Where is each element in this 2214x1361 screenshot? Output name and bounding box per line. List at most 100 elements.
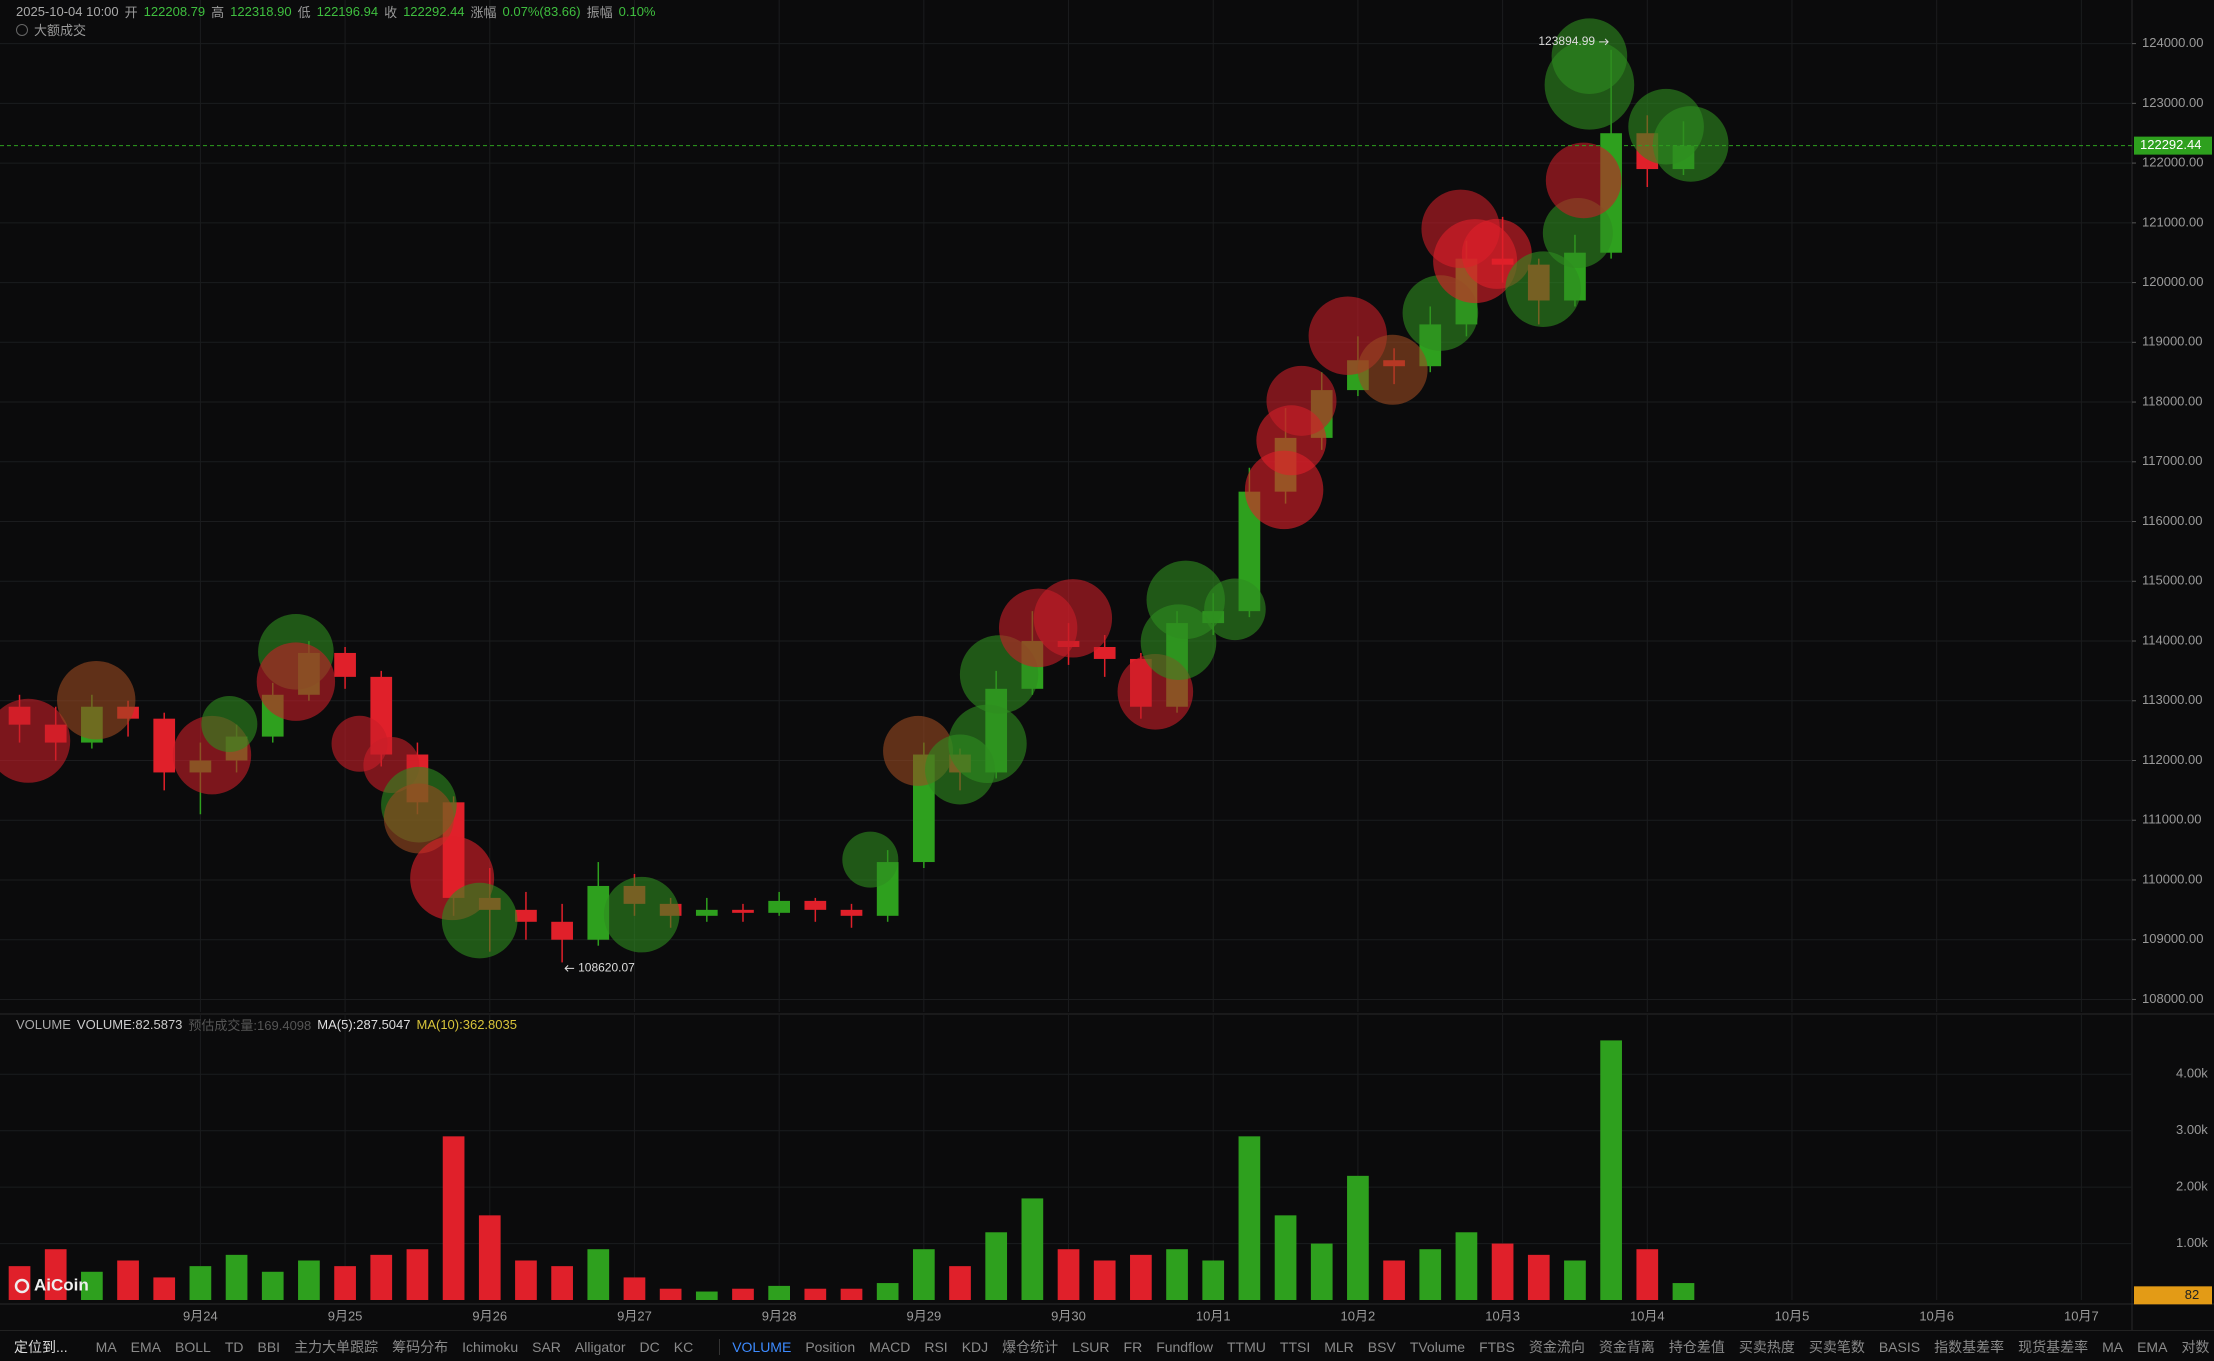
indicator-tab[interactable]: 筹码分布 xyxy=(392,1338,449,1355)
volume-bar xyxy=(1310,1243,1333,1300)
axis-panel xyxy=(2132,0,2214,1330)
y-tick-label: 112000.00 xyxy=(2142,752,2203,767)
indicator-tab[interactable]: KC xyxy=(673,1338,694,1355)
header-value: 0.10% xyxy=(618,4,656,19)
x-tick-label: 9月28 xyxy=(762,1308,797,1323)
y-tick-label: 111000.00 xyxy=(2142,812,2202,827)
volume-bar xyxy=(1600,1040,1622,1300)
indicator-tab[interactable]: Fundflow xyxy=(1156,1338,1213,1355)
indicator-tab[interactable]: LSUR xyxy=(1072,1338,1110,1355)
volume-bar xyxy=(1491,1243,1514,1300)
candle xyxy=(334,646,356,689)
y-tick-label: 108000.00 xyxy=(2142,991,2203,1006)
indicator-tab[interactable]: Position xyxy=(805,1338,856,1355)
indicator-tab[interactable]: Ichimoku xyxy=(462,1338,519,1355)
candle xyxy=(153,712,176,791)
candle-body xyxy=(840,909,863,916)
x-tick-label: 9月27 xyxy=(617,1308,652,1323)
volume-bar xyxy=(225,1254,248,1300)
volume-bar xyxy=(695,1291,718,1300)
candle-body xyxy=(768,900,791,913)
candle xyxy=(587,862,610,946)
indicator-tab[interactable]: FR xyxy=(1123,1338,1143,1355)
indicator-tab[interactable]: 指数基差率 xyxy=(1934,1338,2005,1355)
candle-body xyxy=(732,909,754,913)
volume-bar xyxy=(912,1249,935,1300)
volume-bar xyxy=(1347,1175,1369,1300)
indicator-tab[interactable]: TD xyxy=(224,1338,244,1355)
indicator-tab[interactable]: BBI xyxy=(257,1338,281,1355)
volume-legend-item: VOLUME:82.5873 xyxy=(76,1017,183,1032)
x-tick-label: 10月7 xyxy=(2064,1308,2099,1323)
indicator-tab[interactable]: EMA xyxy=(2137,1338,2168,1355)
volume-bar xyxy=(551,1266,573,1300)
indicator-tab[interactable]: MA xyxy=(95,1338,117,1355)
header-value: 122196.94 xyxy=(316,4,379,19)
indicator-tab[interactable]: MACD xyxy=(869,1338,911,1355)
volume-bar xyxy=(261,1271,284,1300)
indicator-tab[interactable]: DC xyxy=(639,1338,660,1355)
volume-bar xyxy=(478,1215,501,1300)
header-label: 2025-10-04 10:00 xyxy=(16,4,119,19)
x-tick-label: 10月1 xyxy=(1196,1308,1231,1323)
volume-bar xyxy=(406,1249,429,1300)
candle xyxy=(804,897,827,922)
candle xyxy=(695,897,718,922)
volume-bar xyxy=(153,1277,176,1300)
x-tick-label: 9月24 xyxy=(183,1308,218,1323)
volume-legend-item: VOLUME xyxy=(16,1017,71,1032)
x-tick-label: 9月29 xyxy=(906,1308,941,1323)
indicator-tab[interactable]: 买卖热度 xyxy=(1738,1338,1795,1355)
indicator-tab[interactable]: 现货基差率 xyxy=(2018,1338,2089,1355)
indicator-tab[interactable]: TTSI xyxy=(1279,1338,1311,1355)
indicator-tab[interactable]: 持仓差值 xyxy=(1668,1338,1725,1355)
y2-tick-label: 1.00k xyxy=(2176,1235,2208,1250)
x-tick-label: 10月2 xyxy=(1341,1308,1376,1323)
large-trade-bubble xyxy=(948,704,1027,783)
indicator-tab[interactable]: FTBS xyxy=(1479,1338,1515,1355)
indicator-tab[interactable]: TVolume xyxy=(1409,1338,1466,1355)
volume-bar xyxy=(370,1254,393,1300)
indicator-tab[interactable]: KDJ xyxy=(961,1338,989,1355)
indicator-tab[interactable]: BSV xyxy=(1367,1338,1396,1355)
candle-body xyxy=(153,718,176,773)
header-label: 高 xyxy=(211,5,225,20)
indicator-tab[interactable]: MLR xyxy=(1324,1338,1354,1355)
volume-bar xyxy=(81,1271,103,1300)
candle xyxy=(1093,635,1116,677)
indicator-tab[interactable]: 资金流向 xyxy=(1528,1338,1585,1355)
indicator-tab[interactable]: VOLUME xyxy=(732,1338,792,1355)
volume-bar xyxy=(1057,1249,1080,1300)
volume-bar xyxy=(1527,1254,1550,1300)
subtitle-row: 大额成交 xyxy=(16,20,86,39)
indicator-tab[interactable]: 爆仓统计 xyxy=(1002,1338,1059,1355)
y-tick-label: 120000.00 xyxy=(2142,274,2203,289)
indicator-tab[interactable]: RSI xyxy=(924,1338,948,1355)
locate-button[interactable]: 定位到... xyxy=(14,1338,68,1355)
chart: 9月24 9月25 9月26 9月27 9月28 9月29 9月30 10月1 10月2 10月3… xyxy=(0,0,2214,1330)
volume-bar xyxy=(1166,1249,1188,1300)
candle-body xyxy=(551,921,573,940)
y-tick-label: 124000.00 xyxy=(2142,35,2203,50)
indicator-tab[interactable]: BOLL xyxy=(175,1338,211,1355)
volume-bar xyxy=(1672,1283,1695,1300)
volume-bar xyxy=(623,1277,646,1300)
indicator-tab[interactable]: EMA xyxy=(130,1338,162,1355)
indicator-tab[interactable]: MA xyxy=(2102,1338,2124,1355)
indicator-tab[interactable]: TTMU xyxy=(1227,1338,1266,1355)
current-price-box xyxy=(2134,136,2212,155)
header-value: 0.07%(83.66) xyxy=(502,4,581,19)
indicator-tab[interactable]: 买卖笔数 xyxy=(1808,1338,1865,1355)
volume-bar xyxy=(768,1285,791,1300)
scale-option[interactable]: 对数 xyxy=(2181,1338,2210,1355)
indicator-tab[interactable]: BASIS xyxy=(1878,1338,1921,1355)
volume-bar xyxy=(1202,1260,1225,1300)
indicator-tab[interactable]: Alligator xyxy=(574,1338,626,1355)
indicator-tab[interactable]: SAR xyxy=(532,1338,561,1355)
indicator-tab[interactable]: 主力大单跟踪 xyxy=(294,1338,379,1355)
indicator-tab[interactable]: 资金背离 xyxy=(1598,1338,1655,1355)
volume-bar xyxy=(442,1136,465,1300)
large-trade-bubble xyxy=(1266,365,1337,436)
y-tick-label: 109000.00 xyxy=(2142,931,2203,946)
toggle-icon[interactable] xyxy=(16,23,28,36)
